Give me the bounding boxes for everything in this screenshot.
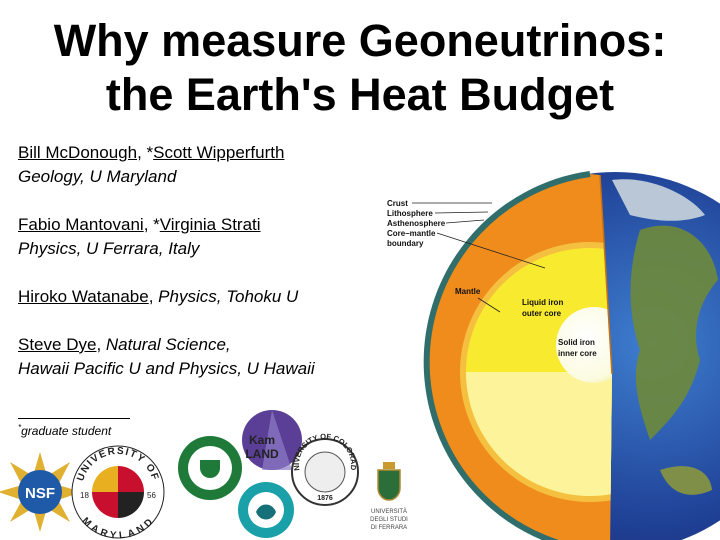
affiliation: Physics, Tohoku U [158, 287, 299, 306]
author-line: Hawaii Pacific U and Physics, U Hawaii [18, 357, 315, 381]
nsf-text: NSF [25, 485, 55, 502]
footnote-text: graduate student [21, 424, 112, 438]
label-crust: Crust [387, 199, 408, 208]
affiliation: Geology, U Maryland [18, 167, 177, 186]
author-name: Bill McDonough [18, 143, 138, 162]
ferrara-crown [383, 462, 395, 469]
leader [436, 232, 546, 269]
leader [434, 211, 489, 214]
land [660, 466, 712, 495]
slide-title: Why measure Geoneutrinos: the Earth's Hea… [0, 14, 720, 122]
author-block: Hiroko Watanabe, Physics, Tohoku U [18, 285, 315, 309]
kamland-text: LAND [245, 447, 279, 461]
author-line: Hiroko Watanabe, Physics, Tohoku U [18, 285, 315, 309]
maryland-year: 56 [147, 491, 156, 500]
crust-rim [423, 171, 591, 540]
author-line: Physics, U Ferrara, Italy [18, 237, 315, 261]
title-line: the Earth's Heat Budget [105, 69, 615, 120]
author-block: Bill McDonough, *Scott Wipperfurth Geolog… [18, 141, 315, 189]
label-outer-core: Liquid iron [522, 298, 563, 307]
affiliation: Physics, U Ferrara, Italy [18, 239, 200, 258]
label-asthenosphere: Asthenosphere [387, 219, 446, 228]
ferrara-text: UNIVERSITÀ [371, 508, 407, 515]
author-name: Hiroko Watanabe [18, 287, 149, 306]
label-mantle: Mantle [455, 287, 481, 296]
author-name: Scott Wipperfurth [153, 143, 285, 162]
footnote-mark: * [18, 423, 22, 432]
label-inner-core: Solid iron [558, 338, 595, 347]
cut-edge [599, 174, 613, 375]
affiliation: Natural Science, [105, 335, 231, 354]
separator: , * [143, 215, 160, 234]
author-name: Steve Dye [18, 335, 97, 354]
kamland-text: Kam [249, 433, 275, 447]
hpu-mark [256, 504, 276, 520]
flag-quarter [118, 492, 144, 518]
nsf-disc [18, 470, 62, 514]
author-line: Fabio Mantovani, *Virginia Strati [18, 213, 315, 237]
ferrara-text: DEGLI STUDI [370, 517, 408, 523]
label-core-mantle: Core–mantle [387, 229, 436, 238]
author-line: Steve Dye, Natural Science, [18, 333, 315, 357]
title-line: Why measure Geoneutrinos: [53, 15, 667, 66]
ferrara-text: DI FERRARA [371, 525, 407, 531]
separator: , [96, 335, 106, 354]
leader-lines [412, 202, 546, 313]
footnote: *graduate student [18, 423, 111, 438]
label-outer-core: outer core [522, 309, 562, 318]
author-list: Bill McDonough, *Scott Wipperfurth Geolog… [18, 141, 315, 405]
footnote-rule [18, 418, 130, 419]
maryland-flag [92, 466, 144, 518]
inner-core [556, 307, 612, 383]
kamland-shape [262, 410, 292, 470]
leader [445, 219, 485, 224]
maryland-year: 18 [80, 491, 89, 500]
colorado-seal-inner [304, 451, 346, 493]
flag-quarter [92, 466, 118, 492]
land [612, 179, 705, 221]
label-core-mantle: boundary [387, 239, 424, 248]
colorado-year: 1876 [317, 495, 333, 502]
author-name: Fabio Mantovani [18, 215, 144, 234]
author-line: Bill McDonough, *Scott Wipperfurth [18, 141, 315, 165]
land [630, 225, 718, 440]
label-inner-core: inner core [558, 349, 597, 358]
author-line: Geology, U Maryland [18, 165, 315, 189]
hawaii-shield [200, 460, 220, 478]
author-name: Virginia Strati [159, 215, 261, 234]
author-block: Steve Dye, Natural Science, Hawaii Pacifi… [18, 333, 315, 381]
flag-quarter [92, 492, 118, 518]
author-block: Fabio Mantovani, *Virginia Strati Physics… [18, 213, 315, 261]
separator: , * [137, 143, 154, 162]
affiliation: Hawaii Pacific U and Physics, U Hawaii [18, 359, 315, 378]
leader [477, 297, 501, 313]
separator: , [148, 287, 159, 306]
flag-quarter [118, 466, 144, 492]
ferrara-shield [377, 469, 401, 501]
label-lithosphere: Lithosphere [387, 209, 433, 218]
